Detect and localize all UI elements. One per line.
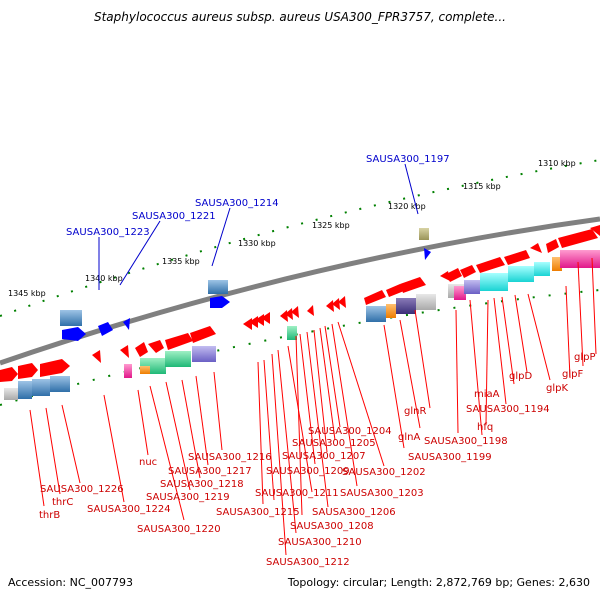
kbp-tick-label: 1335 kbp [162, 257, 200, 266]
inner-ruler [0, 289, 600, 406]
gene-label: SAUSA300_1206 [312, 507, 396, 518]
forward-strand-features [0, 225, 600, 400]
bottom-gene-labels: glpP glpF glpK glpD miaA SAUSA300_1194 h… [39, 352, 596, 568]
top-gene-labels: SAUSA300_1223 SAUSA300_1221 SAUSA300_121… [66, 154, 450, 290]
gene-label: SAUSA300_1217 [168, 466, 252, 477]
gene-label: SAUSA300_1218 [160, 479, 244, 490]
gene-label: glpD [509, 371, 532, 382]
gene-label-top: SAUSA300_1223 [66, 227, 150, 238]
gene-label: SAUSA300_1207 [282, 451, 366, 462]
gene-label-top: SAUSA300_1221 [132, 211, 216, 222]
accession-text: Accession: NC_007793 [8, 576, 134, 589]
gene-label: SAUSA300_1220 [137, 524, 221, 535]
gene-label: SAUSA300_1204 [308, 426, 392, 437]
gene-label: SAUSA300_1224 [87, 504, 171, 515]
kbp-tick-label: 1310 kbp [538, 159, 576, 168]
kbp-tick-label: 1325 kbp [312, 221, 350, 230]
gene-label: SAUSA300_1202 [342, 467, 426, 478]
gene-label: glnR [404, 406, 426, 417]
gene-label: thrB [39, 510, 60, 521]
gene-label: miaA [474, 389, 500, 400]
gene-label: glpK [546, 383, 568, 394]
reverse-strand-features [60, 228, 431, 341]
gene-label: glnA [398, 432, 420, 443]
gene-label: SAUSA300_1226 [40, 484, 124, 495]
gene-label: thrC [52, 497, 73, 508]
gene-label-top: SAUSA300_1214 [195, 198, 279, 209]
gene-label: SAUSA300_1216 [188, 452, 272, 463]
gene-label: SAUSA300_1203 [340, 488, 424, 499]
gene-label: SAUSA300_1199 [408, 452, 492, 463]
gene-label: SAUSA300_1205 [292, 438, 376, 449]
gene-label: nuc [139, 457, 157, 468]
gene-label: hfq [477, 422, 493, 433]
gene-label: SAUSA300_1211 [255, 488, 339, 499]
gene-label: SAUSA300_1219 [146, 492, 230, 503]
gene-label: glpP [574, 352, 596, 363]
kbp-tick-label: 1345 kbp [8, 289, 46, 298]
gene-label-top: SAUSA300_1197 [366, 154, 450, 165]
map-title: Staphylococcus aureus subsp. aureus USA3… [93, 10, 506, 24]
kbp-tick-label: 1330 kbp [238, 239, 276, 248]
gene-label: SAUSA300_1215 [216, 507, 300, 518]
genome-backbone [0, 216, 600, 366]
kbp-tick-labels: 1345 kbp 1340 kbp 1335 kbp 1330 kbp 1325… [8, 159, 576, 298]
kbp-tick-label: 1320 kbp [388, 202, 426, 211]
kbp-ruler [0, 159, 600, 317]
label-leader-lines [29, 257, 597, 556]
gene-label: SAUSA300_1209 [266, 466, 350, 477]
kbp-tick-label: 1340 kbp [85, 274, 123, 283]
gene-label: SAUSA300_1198 [424, 436, 508, 447]
gene-label: SAUSA300_1208 [290, 521, 374, 532]
gene-label: glpF [562, 369, 583, 380]
gene-label: SAUSA300_1194 [466, 404, 550, 415]
kbp-tick-label: 1315 kbp [463, 182, 501, 191]
gene-label: SAUSA300_1210 [278, 537, 362, 548]
gene-label: SAUSA300_1212 [266, 557, 350, 568]
genome-summary-text: Topology: circular; Length: 2,872,769 bp… [287, 576, 590, 589]
